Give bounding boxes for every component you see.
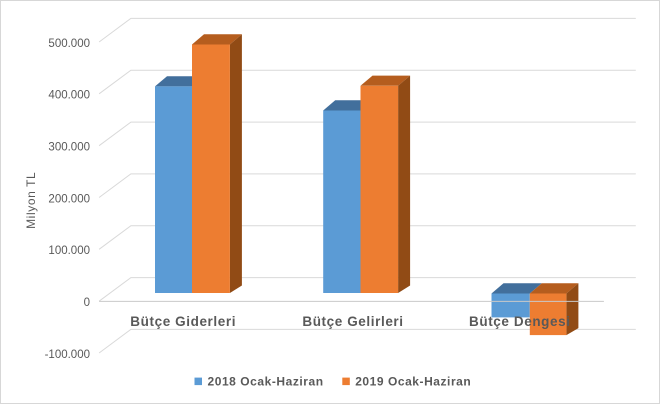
svg-text:0: 0 bbox=[84, 297, 90, 309]
svg-text:Bütçe Giderleri: Bütçe Giderleri bbox=[130, 314, 236, 329]
svg-text:300.000: 300.000 bbox=[48, 142, 90, 154]
svg-text:200.000: 200.000 bbox=[48, 193, 90, 205]
svg-text:Bütçe Gelirleri: Bütçe Gelirleri bbox=[302, 314, 403, 329]
svg-text:500.000: 500.000 bbox=[48, 38, 90, 50]
svg-text:100.000: 100.000 bbox=[48, 245, 90, 257]
svg-text:Bütçe Dengesi: Bütçe Dengesi bbox=[469, 314, 571, 329]
svg-text:Milyon TL: Milyon TL bbox=[24, 172, 38, 229]
svg-text:400.000: 400.000 bbox=[48, 90, 90, 102]
svg-text:2018 Ocak-Haziran: 2018 Ocak-Haziran bbox=[208, 375, 324, 389]
svg-text:2019 Ocak-Haziran: 2019 Ocak-Haziran bbox=[355, 375, 471, 389]
svg-text:-100.000: -100.000 bbox=[45, 349, 90, 361]
